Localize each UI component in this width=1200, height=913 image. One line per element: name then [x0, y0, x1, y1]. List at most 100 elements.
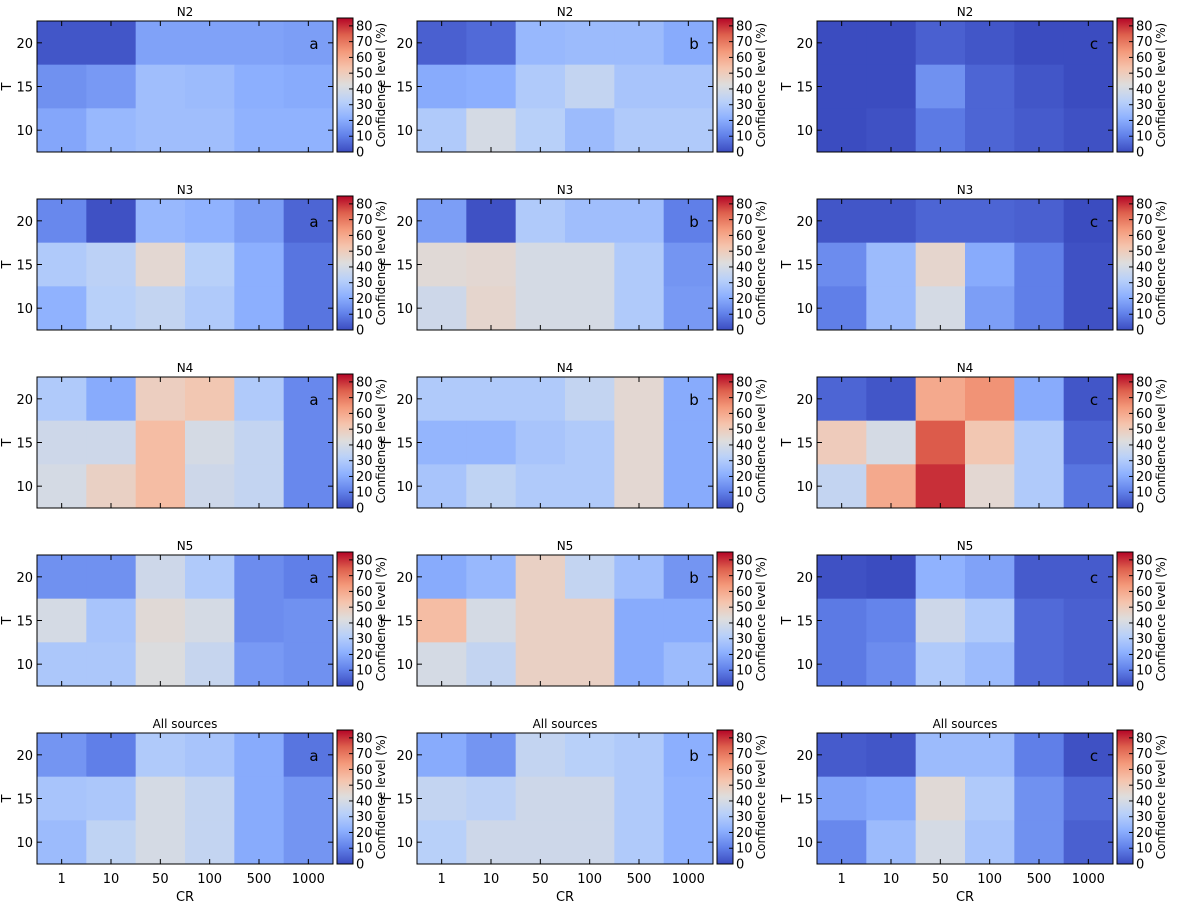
heatmap-cell	[1063, 776, 1114, 821]
heatmap-cell	[37, 377, 87, 422]
heatmap-cell	[817, 420, 867, 465]
panel-tag: c	[1090, 747, 1098, 765]
heatmap-cell	[614, 733, 665, 778]
colorbar-tick-label: 0	[356, 858, 364, 873]
heatmap-cell	[86, 286, 137, 331]
heatmap-cell	[283, 776, 334, 821]
colorbar-tick-label: 20	[1136, 292, 1153, 307]
colorbar-tick-label: 70	[736, 35, 753, 50]
heatmap-cell	[866, 64, 917, 109]
heatmap-cell	[915, 242, 966, 287]
y-tick-label: 10	[796, 836, 813, 851]
y-tick-label: 20	[796, 749, 813, 764]
heatmap-cell	[1014, 642, 1065, 687]
y-tick-label: 10	[16, 658, 33, 673]
y-tick-label: 15	[396, 437, 413, 452]
panel-tag: c	[1090, 213, 1098, 231]
heatmap-cell	[185, 598, 235, 643]
heatmap-cell	[515, 598, 566, 643]
heatmap-cell	[515, 555, 566, 600]
colorbar-tick-label: 80	[1136, 197, 1153, 212]
heatmap-cell	[135, 598, 186, 643]
heatmap-cell	[663, 642, 714, 687]
colorbar-tick-label: 80	[356, 553, 373, 568]
colorbar-gradient	[336, 551, 354, 687]
colorbar-tick-label: 70	[1136, 213, 1153, 228]
heatmap-cell	[915, 555, 966, 600]
y-tick-label: 10	[16, 480, 33, 495]
colorbar-tick-label: 30	[1136, 810, 1153, 825]
heatmap-cell	[915, 776, 966, 821]
heatmap-cell	[135, 555, 186, 600]
colorbar-tick-label: 50	[1136, 779, 1153, 794]
colorbar-tick-label: 20	[736, 114, 753, 129]
heatmap-cell	[1014, 108, 1065, 153]
heatmap-cell	[614, 420, 665, 465]
colorbar-tick-label: 10	[1136, 130, 1153, 145]
colorbar-tick-label: 40	[356, 616, 373, 631]
colorbar-tick-label: 50	[1136, 423, 1153, 438]
colorbar-tick-label: 10	[736, 308, 753, 323]
heatmap-cell	[1014, 286, 1065, 331]
y-tick-label: 20	[16, 571, 33, 586]
heatmap-cell	[234, 776, 285, 821]
heatmap-cell	[283, 242, 334, 287]
y-axis-label: T	[380, 616, 395, 625]
heatmap-cell	[185, 733, 235, 778]
heatmap-cell	[283, 555, 334, 600]
colorbar-tick-label: 80	[1136, 731, 1153, 746]
colorbar-tick-label: 40	[356, 82, 373, 97]
heatmap-cell	[866, 21, 917, 66]
colorbar-label: Confidence level (%)	[1154, 201, 1168, 325]
y-tick-label: 15	[796, 793, 813, 808]
panel-tag: b	[689, 391, 699, 409]
y-tick-label: 20	[396, 749, 413, 764]
heatmap-cell	[185, 286, 235, 331]
heatmap-cell	[1014, 420, 1065, 465]
heatmap-cell	[234, 64, 285, 109]
heatmap-cell	[565, 199, 615, 244]
heatmap-cell	[565, 733, 615, 778]
colorbar-tick-label: 50	[736, 779, 753, 794]
heatmap-cell	[866, 199, 917, 244]
heatmap-cell	[866, 420, 917, 465]
x-axis-label: CR	[556, 890, 574, 905]
y-tick-label: 15	[796, 437, 813, 452]
heatmap-cell	[565, 377, 615, 422]
heatmap-cell	[283, 420, 334, 465]
heatmap-cell	[965, 820, 1015, 865]
y-tick-label: 20	[796, 37, 813, 52]
heatmap-cell	[466, 21, 517, 66]
heatmap-cell	[135, 820, 186, 865]
x-tick-label: 1000	[1072, 872, 1105, 887]
heatmap-cell	[565, 555, 615, 600]
colorbar-gradient	[716, 17, 734, 153]
y-axis-label: T	[0, 260, 15, 269]
heatmap-cell	[86, 108, 137, 153]
y-axis-label: T	[0, 616, 15, 625]
colorbar-tick-label: 60	[1136, 229, 1153, 244]
heatmap-cell	[135, 286, 186, 331]
heatmap-cell	[283, 286, 334, 331]
heatmap-cell	[185, 420, 235, 465]
colorbar-tick-label: 30	[736, 276, 753, 291]
panel-tag: b	[689, 569, 699, 587]
heatmap-cell	[417, 464, 467, 509]
colorbar-tick-label: 10	[356, 842, 373, 857]
heatmap-cell	[866, 820, 917, 865]
heatmap-cell	[663, 555, 714, 600]
x-tick-label: 10	[103, 872, 120, 887]
heatmap-cell	[866, 377, 917, 422]
panel-title: N2	[957, 5, 974, 19]
colorbar-tick-label: 20	[356, 826, 373, 841]
colorbar-tick-label: 10	[356, 664, 373, 679]
panel-title: N4	[177, 361, 194, 375]
y-axis-label: T	[780, 438, 795, 447]
